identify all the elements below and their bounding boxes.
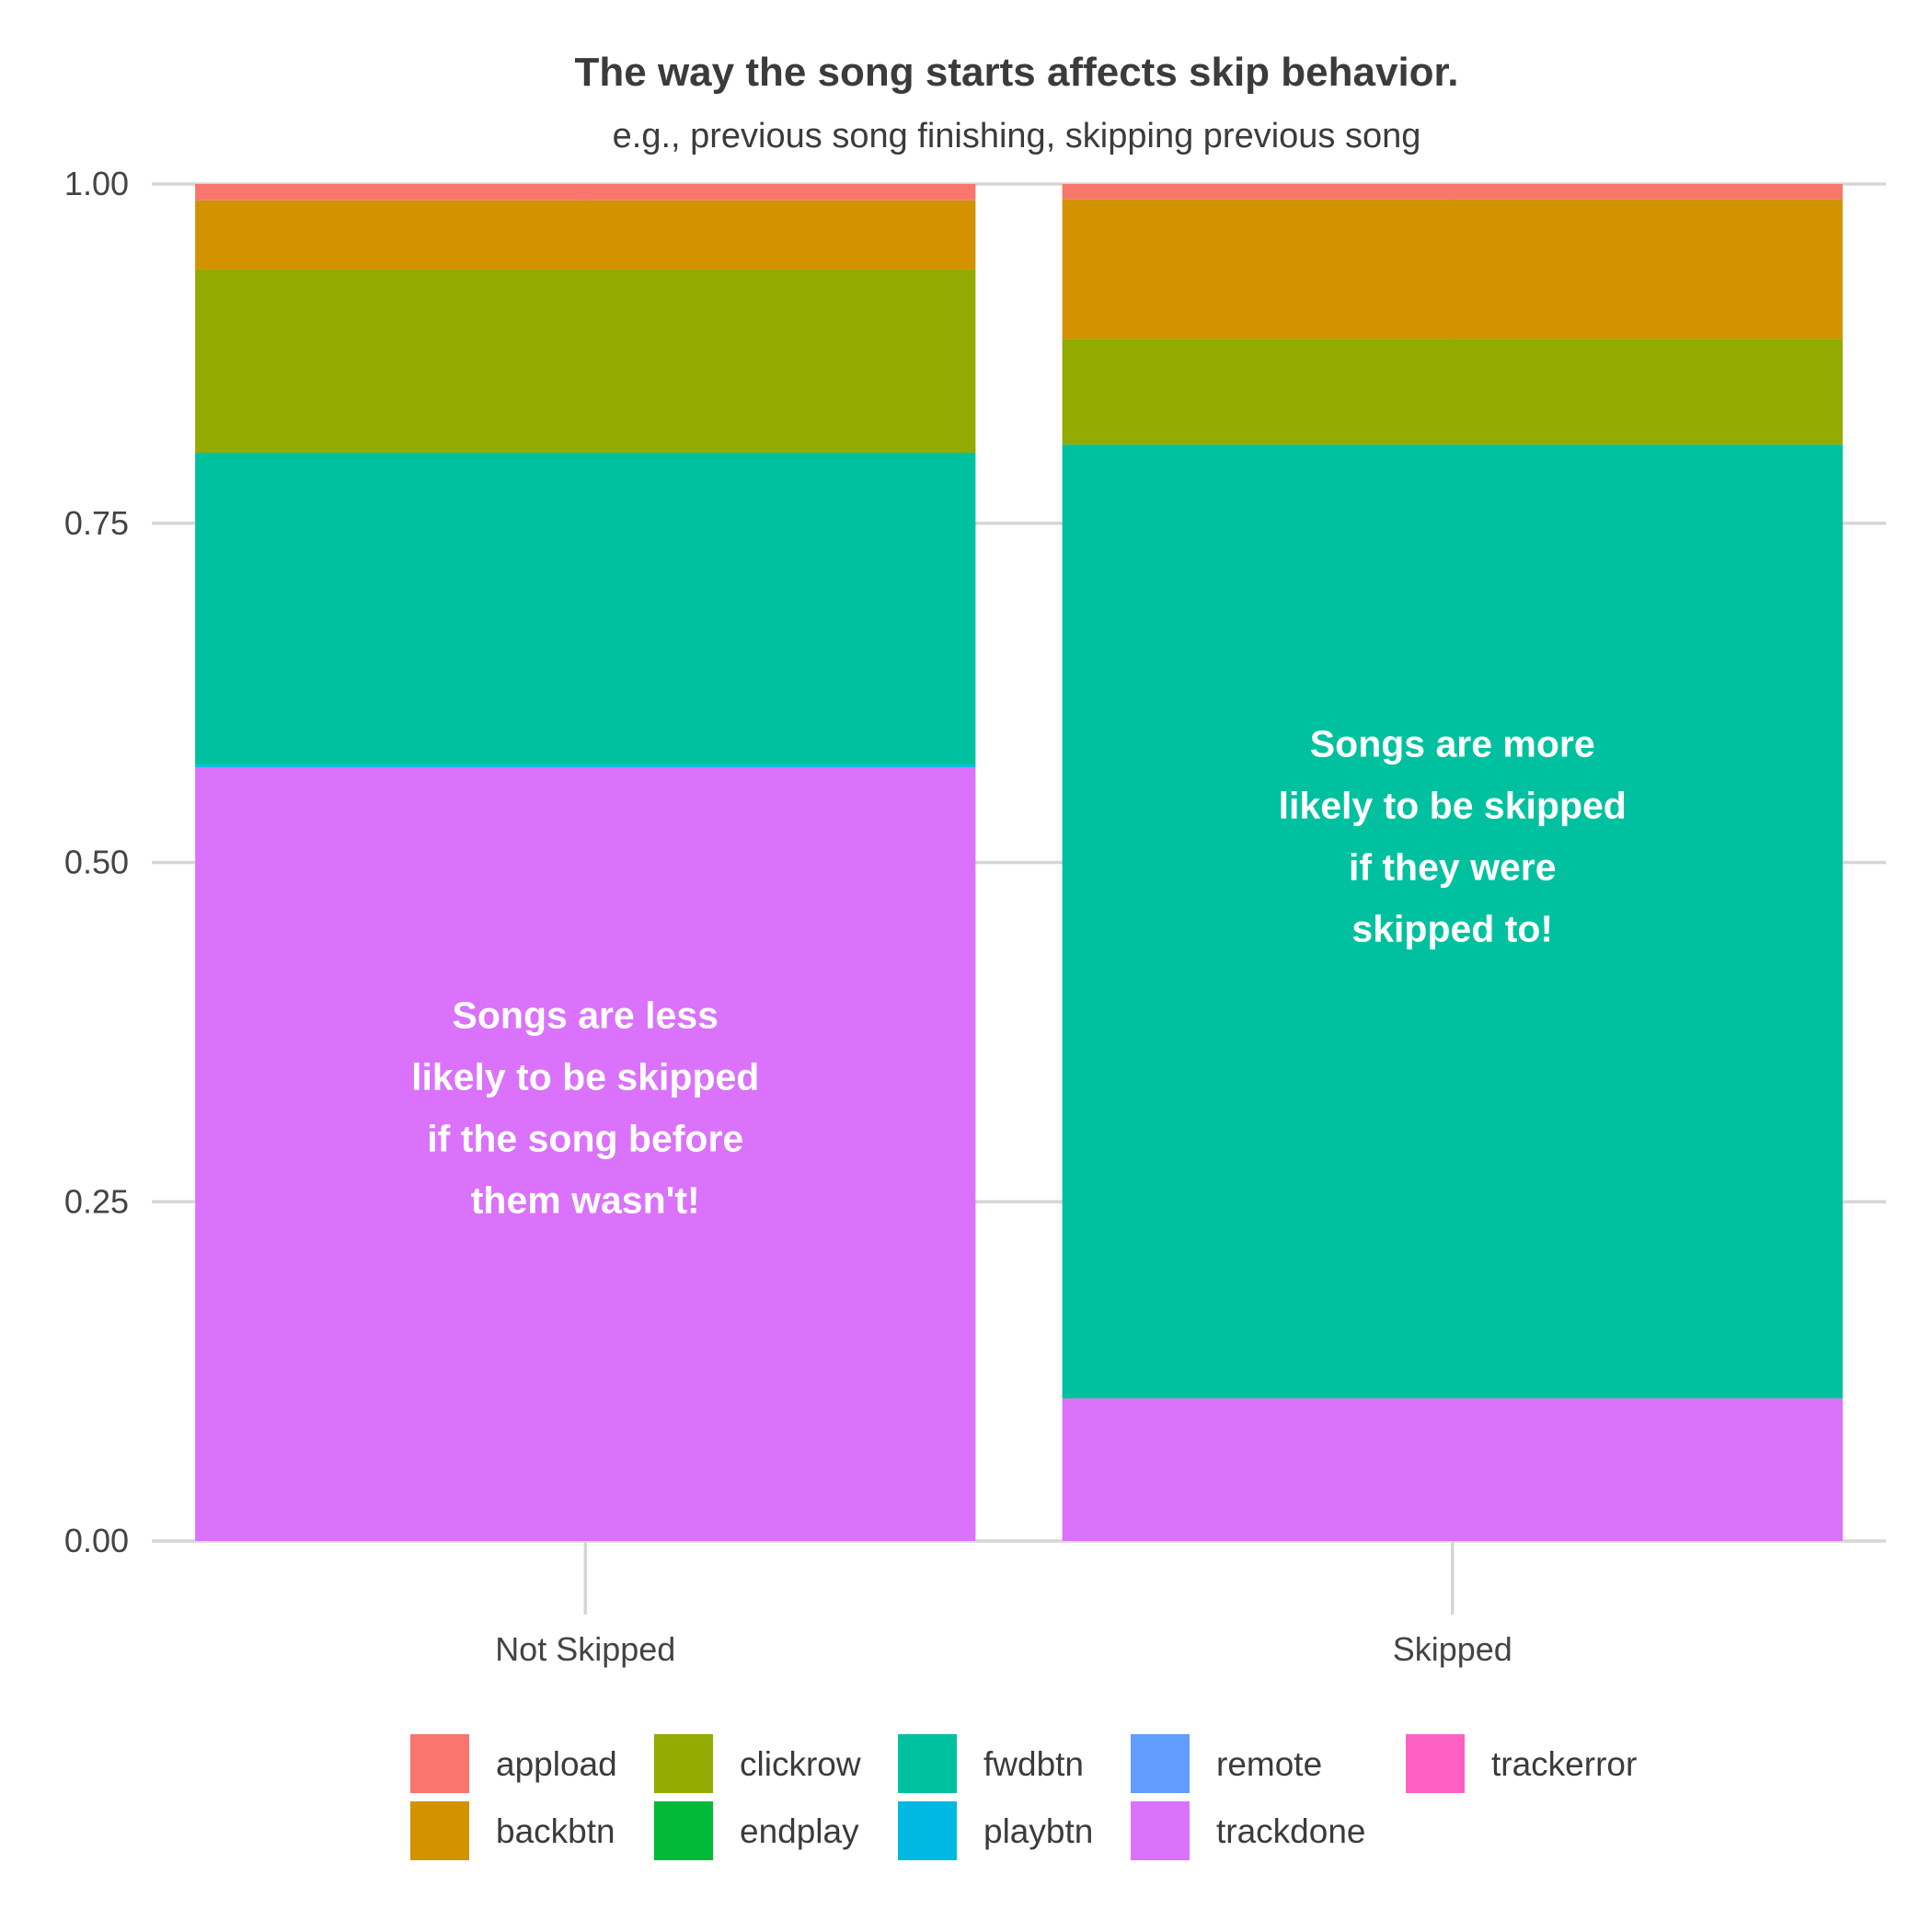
legend-key-backbtn	[408, 1800, 471, 1862]
legend-key-clickrow	[652, 1732, 715, 1795]
legend-key-playbtn	[896, 1800, 959, 1862]
legend-key-trackerror	[1404, 1732, 1466, 1795]
annotation-line: likely to be skipped	[411, 1055, 759, 1098]
legend-label-trackerror: trackerror	[1491, 1745, 1637, 1783]
legend-label-endplay: endplay	[740, 1812, 859, 1850]
annotation-text: Songs are less likely to be skipped if the…	[411, 994, 759, 1221]
legend-label-trackdone: trackdone	[1216, 1812, 1366, 1850]
legend-key-trackdone	[1129, 1800, 1191, 1862]
legend-label-backbtn: backbtn	[496, 1812, 615, 1850]
y-tick-label: 0.25	[64, 1182, 129, 1220]
legend: appload backbtn clickrow endplay fwdbtn playb…	[408, 1732, 1637, 1862]
legend-key-endplay	[652, 1800, 715, 1862]
bar-segment-clickrow	[1062, 339, 1843, 445]
annotation-line: skipped to!	[1351, 907, 1553, 949]
legend-label-playbtn: playbtn	[983, 1812, 1093, 1850]
y-tick-label: 1.00	[64, 165, 129, 202]
chart-title: The way the song starts affects skip beh…	[575, 50, 1459, 95]
x-tick-label: Not Skipped	[495, 1630, 675, 1668]
bar-segment-fwdbtn	[195, 453, 976, 765]
legend-label-fwdbtn: fwdbtn	[983, 1745, 1084, 1783]
bar-segment-clickrow	[195, 269, 976, 454]
legend-label-clickrow: clickrow	[740, 1745, 861, 1783]
legend-key-remote	[1129, 1732, 1191, 1795]
bar-segment-backbtn	[1062, 199, 1843, 339]
bar-segment-trackdone	[1062, 1398, 1843, 1541]
bar-segment-appload	[195, 184, 976, 201]
annotation-line: them wasn't!	[471, 1179, 700, 1221]
x-tick-label: Skipped	[1393, 1630, 1512, 1668]
annotation-line: Songs are more	[1310, 722, 1595, 765]
legend-key-fwdbtn	[896, 1732, 959, 1795]
axes: 0.00 0.25 0.50 0.75 1.00 Not Skipped Skipped	[64, 165, 1512, 1668]
y-tick-label: 0.50	[64, 844, 129, 881]
chart-subtitle: e.g., previous song finishing, skipping …	[613, 117, 1421, 155]
y-tick-label: 0.00	[64, 1522, 129, 1559]
legend-label-remote: remote	[1216, 1745, 1322, 1783]
annotation-line: Songs are less	[453, 994, 719, 1036]
annotation-line: likely to be skipped	[1279, 784, 1627, 826]
y-tick-label: 0.75	[64, 504, 129, 542]
annotation-line: if the song before	[427, 1117, 743, 1159]
bars	[195, 184, 1843, 1541]
bar-segment-playbtn	[195, 765, 976, 768]
bar-segment-appload	[1062, 184, 1843, 200]
annotation-line: if they were	[1349, 845, 1557, 888]
legend-key-appload	[408, 1732, 471, 1795]
bar-segment-fwdbtn	[1062, 444, 1843, 1399]
annotation-text: Songs are more likely to be skipped if the…	[1279, 722, 1627, 949]
bar-segment-backbtn	[195, 200, 976, 270]
bar-segment-trackdone	[195, 767, 976, 1541]
annotations: Songs are less likely to be skipped if the…	[411, 722, 1627, 1221]
legend-label-appload: appload	[496, 1745, 617, 1783]
